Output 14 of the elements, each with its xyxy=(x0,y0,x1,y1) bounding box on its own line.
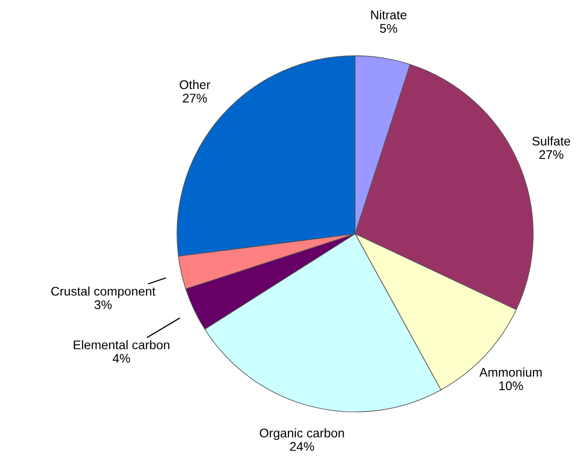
slice-label: Elemental carbon xyxy=(74,340,170,350)
data-label: 27% xyxy=(539,150,564,159)
slice-label: Ammonium xyxy=(479,368,542,377)
slice-label: Crustal component xyxy=(51,286,156,298)
slice-label: Sulfate xyxy=(532,136,570,146)
data-label: 24% xyxy=(290,442,314,451)
data-label: 10% xyxy=(499,381,523,390)
slice-label: Nitrate xyxy=(371,10,406,20)
data-label: 3% xyxy=(94,300,112,310)
data-label: 4% xyxy=(112,354,130,363)
data-label: 5% xyxy=(380,24,398,33)
data-label: 27% xyxy=(182,94,207,103)
slice-label: Other xyxy=(180,80,210,90)
slice-label: Organic carbon xyxy=(260,428,344,440)
